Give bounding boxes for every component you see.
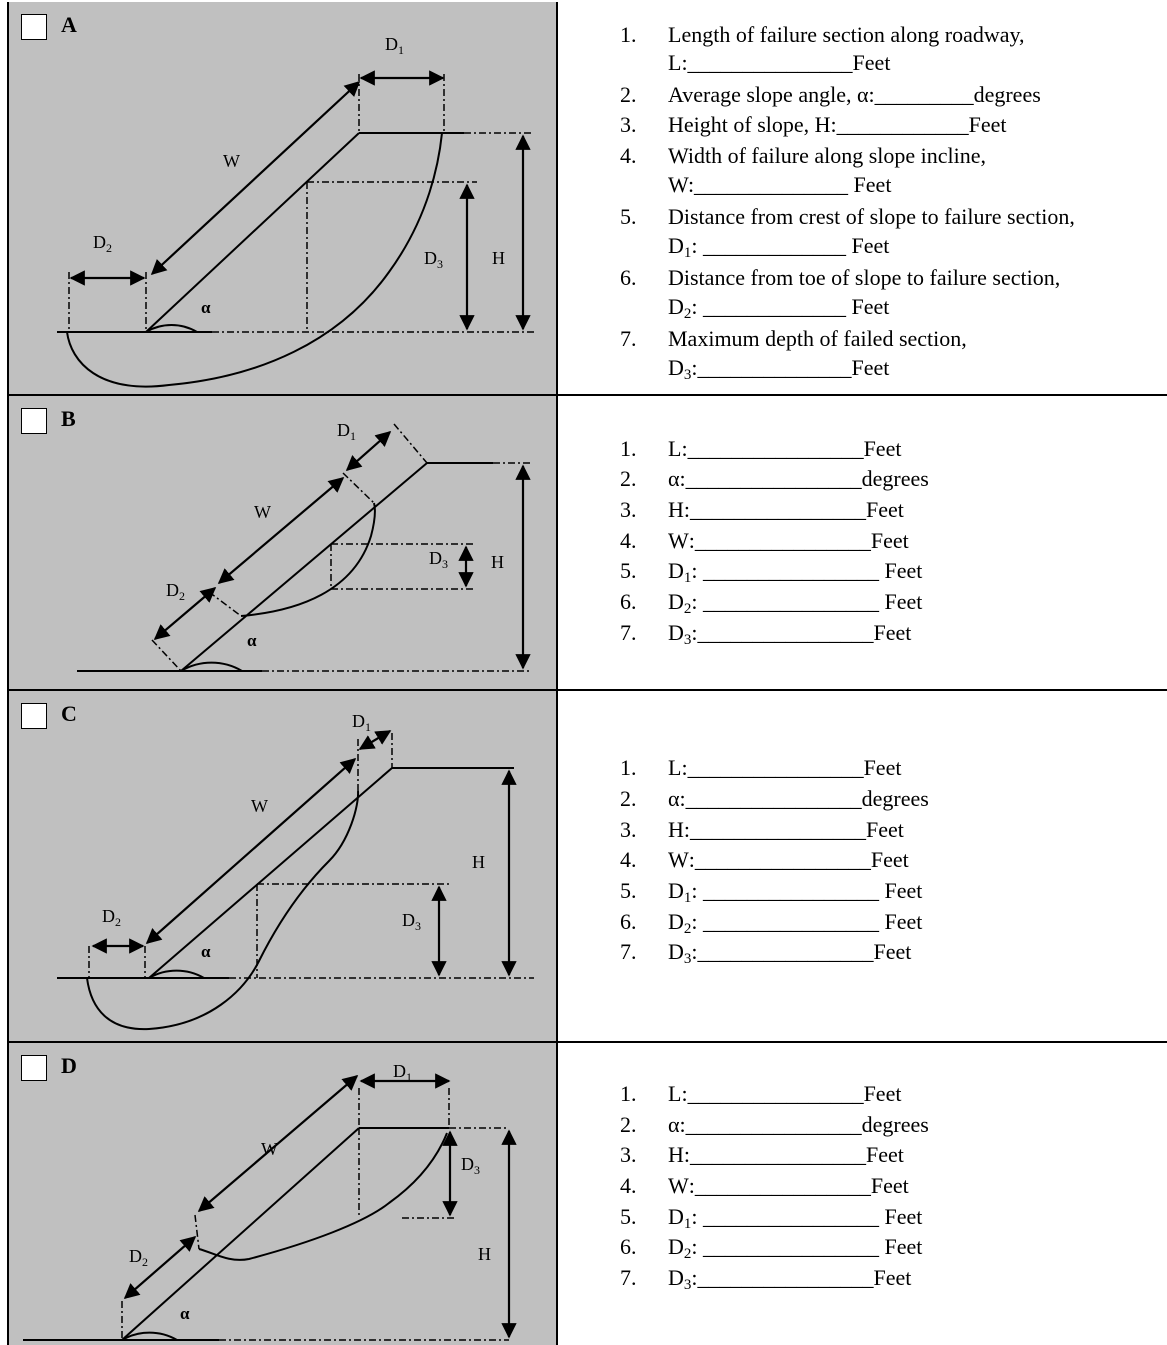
label-d1: D1 — [385, 34, 404, 57]
option-row-b: B — [7, 396, 1167, 689]
question-a-5-answer[interactable]: D1: _____________ Feet — [668, 233, 890, 261]
label-d3: D3 — [461, 1154, 480, 1177]
label-alpha: α — [201, 942, 211, 961]
option-b-letter: B — [61, 406, 76, 431]
label-d3: D3 — [429, 548, 448, 571]
slope-diagram-c: D1 W D2 D3 H α — [57, 711, 534, 1031]
question-d-5[interactable]: 5. D1: ________________ Feet — [620, 1204, 923, 1232]
label-h: H — [491, 552, 504, 572]
question-c-7[interactable]: 7. D3:________________Feet — [620, 939, 912, 967]
diagram-cell-c: C — [7, 691, 556, 1041]
question-a-4: 4. Width of failure along slope incline, — [620, 143, 987, 168]
option-row-d: D — [7, 1043, 1167, 1345]
label-d1: D1 — [352, 711, 371, 734]
question-a-3[interactable]: 3. Height of slope, H:____________Feet — [620, 112, 1007, 137]
label-d3: D3 — [424, 248, 443, 271]
label-w: W — [254, 502, 271, 522]
question-a-4-answer[interactable]: W:______________ Feet — [668, 172, 892, 197]
diagram-cell-a: A — [7, 2, 556, 394]
questions-cell-c: 1. L:________________Feet 2. α:___________… — [556, 691, 1167, 1041]
question-c-3[interactable]: 3. H:________________Feet — [620, 817, 904, 842]
question-c-5[interactable]: 5. D1: ________________ Feet — [620, 878, 923, 906]
label-d2: D2 — [102, 906, 121, 929]
option-d-checkbox[interactable] — [21, 1055, 47, 1081]
label-d2: D2 — [166, 580, 185, 603]
question-d-1[interactable]: 1. L:________________Feet — [620, 1081, 902, 1106]
question-d-4[interactable]: 4. W:________________Feet — [620, 1173, 909, 1198]
question-a-1: 1. Length of failure section along roadwa… — [620, 22, 1025, 47]
questions-cell-d: 1. L:________________Feet 2. α:___________… — [556, 1043, 1167, 1345]
question-d-7[interactable]: 7. D3:________________Feet — [620, 1265, 912, 1293]
failure-type-table: A — [7, 0, 1167, 1345]
option-a-checkbox[interactable] — [21, 14, 47, 40]
option-b-checkbox[interactable] — [21, 408, 47, 434]
label-alpha: α — [247, 631, 257, 650]
option-c-checkbox[interactable] — [21, 703, 47, 729]
label-w: W — [251, 796, 268, 816]
question-b-3[interactable]: 3. H:________________Feet — [620, 497, 904, 522]
question-a-2[interactable]: 2. Average slope angle, α:_________degree… — [620, 82, 1041, 107]
question-a-1-answer[interactable]: L:_______________Feet — [668, 50, 891, 75]
slope-diagram-b: D1 W D2 D3 H α — [77, 420, 531, 672]
option-c-letter: C — [61, 701, 77, 726]
option-d-letter: D — [61, 1053, 77, 1078]
question-d-6[interactable]: 6. D2: ________________ Feet — [620, 1234, 923, 1262]
question-a-5: 5. Distance from crest of slope to failur… — [620, 204, 1075, 229]
slope-diagram-d: D1 W D2 D3 H α — [23, 1061, 517, 1341]
option-a-letter: A — [61, 12, 77, 37]
question-a-7: 7. Maximum depth of failed section, — [620, 326, 967, 351]
question-d-3[interactable]: 3. H:________________Feet — [620, 1142, 904, 1167]
label-alpha: α — [180, 1304, 190, 1323]
question-b-4[interactable]: 4. W:________________Feet — [620, 528, 909, 553]
label-h: H — [492, 248, 505, 268]
option-row-c: C — [7, 691, 1167, 1041]
question-b-7[interactable]: 7. D3:________________Feet — [620, 620, 912, 648]
question-a-7-answer[interactable]: D3:______________Feet — [668, 355, 890, 383]
question-d-2[interactable]: 2. α:________________degrees — [620, 1112, 929, 1137]
questions-cell-a: 1. Length of failure section along roadwa… — [556, 2, 1167, 394]
diagram-cell-b: B — [7, 396, 556, 689]
questions-cell-b: 1. L:________________Feet 2. α:___________… — [556, 396, 1167, 689]
diagram-cell-d: D — [7, 1043, 556, 1345]
option-row-a: A — [7, 2, 1167, 394]
label-h: H — [472, 852, 485, 872]
question-a-6: 6. Distance from toe of slope to failure … — [620, 265, 1061, 290]
question-b-2[interactable]: 2. α:________________degrees — [620, 466, 929, 491]
question-c-2[interactable]: 2. α:________________degrees — [620, 786, 929, 811]
question-b-1[interactable]: 1. L:________________Feet — [620, 436, 902, 461]
question-a-6-answer[interactable]: D2: _____________ Feet — [668, 294, 890, 322]
question-b-6[interactable]: 6. D2: ________________ Feet — [620, 589, 923, 617]
row-divider — [7, 689, 1167, 691]
label-d1: D1 — [393, 1061, 412, 1084]
row-divider — [7, 394, 1167, 396]
label-d1: D1 — [337, 420, 356, 443]
label-d2: D2 — [129, 1246, 148, 1269]
label-w: W — [261, 1139, 278, 1159]
label-w: W — [223, 151, 240, 171]
slope-diagram-a: D1 W D2 D3 H α — [57, 34, 534, 388]
question-c-1[interactable]: 1. L:________________Feet — [620, 755, 902, 780]
label-alpha: α — [201, 298, 211, 317]
label-d3: D3 — [402, 910, 421, 933]
question-b-5[interactable]: 5. D1: ________________ Feet — [620, 558, 923, 586]
row-divider — [7, 1041, 1167, 1043]
label-d2: D2 — [93, 232, 112, 255]
label-h: H — [478, 1244, 491, 1264]
question-c-4[interactable]: 4. W:________________Feet — [620, 847, 909, 872]
question-c-6[interactable]: 6. D2: ________________ Feet — [620, 909, 923, 937]
